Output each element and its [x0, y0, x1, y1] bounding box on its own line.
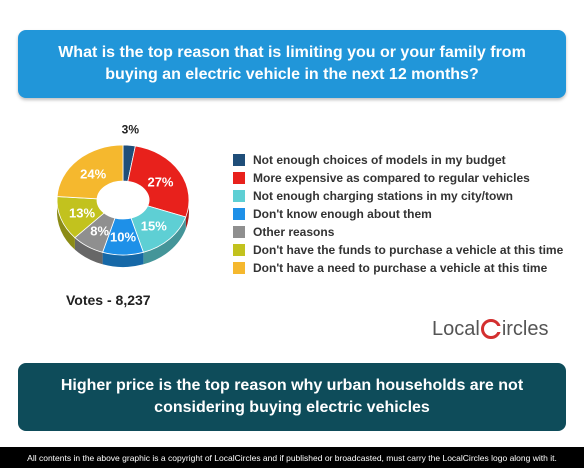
donut-side-3: [102, 252, 144, 267]
votes-count: Votes - 8,237: [66, 292, 151, 308]
legend-item: Other reasons: [233, 223, 563, 241]
slice-label-4: 8%: [90, 224, 109, 239]
legend-label: Don't have the funds to purchase a vehic…: [253, 243, 564, 257]
legend-swatch: [233, 172, 245, 184]
slice-label-2: 15%: [141, 219, 167, 234]
slice-label-6: 24%: [80, 167, 106, 182]
legend-label: More expensive as compared to regular ve…: [253, 171, 530, 185]
conclusion-banner: Higher price is the top reason why urban…: [18, 363, 566, 431]
legend-label: Don't have a need to purchase a vehicle …: [253, 261, 548, 275]
legend-item: Not enough choices of models in my budge…: [233, 151, 563, 169]
legend-item: More expensive as compared to regular ve…: [233, 169, 563, 187]
localcircles-logo: Local ircles: [432, 312, 548, 346]
chart-legend: Not enough choices of models in my budge…: [233, 151, 563, 277]
donut-side-5: [57, 196, 75, 250]
legend-swatch: [233, 262, 245, 274]
slice-label-5: 13%: [69, 205, 95, 220]
legend-label: Not enough choices of models in my budge…: [253, 153, 506, 167]
legend-label: Not enough charging stations in my city/…: [253, 189, 514, 203]
slice-label-1: 27%: [147, 175, 173, 190]
legend-item: Not enough charging stations in my city/…: [233, 187, 563, 205]
copyright-footer: All contents in the above graphic is a c…: [0, 447, 584, 468]
conclusion-text: Higher price is the top reason why urban…: [60, 377, 524, 416]
legend-item: Don't have the funds to purchase a vehic…: [233, 241, 563, 259]
legend-label: Other reasons: [253, 225, 335, 239]
footer-text: All contents in the above graphic is a c…: [27, 452, 557, 463]
question-text: What is the top reason that is limiting …: [58, 44, 526, 83]
legend-swatch: [233, 190, 245, 202]
donut-slice-1: [127, 145, 190, 218]
logo-circle-icon: [480, 319, 502, 339]
legend-swatch: [233, 226, 245, 238]
legend-swatch: [233, 244, 245, 256]
donut-side-2: [143, 216, 186, 265]
donut-side-4: [74, 237, 103, 265]
legend-swatch: [233, 154, 245, 166]
slice-label-3: 10%: [110, 229, 136, 244]
legend-item: Don't have a need to purchase a vehicle …: [233, 259, 563, 277]
legend-swatch: [233, 208, 245, 220]
slice-label-0: 3%: [122, 122, 140, 136]
legend-item: Don't know enough about them: [233, 205, 563, 223]
question-banner: What is the top reason that is limiting …: [18, 30, 566, 98]
legend-label: Don't know enough about them: [253, 207, 432, 221]
donut-slice-6: [56, 144, 124, 200]
logo-text-local: Local: [432, 317, 480, 340]
logo-text-circles: ircles: [501, 317, 549, 340]
